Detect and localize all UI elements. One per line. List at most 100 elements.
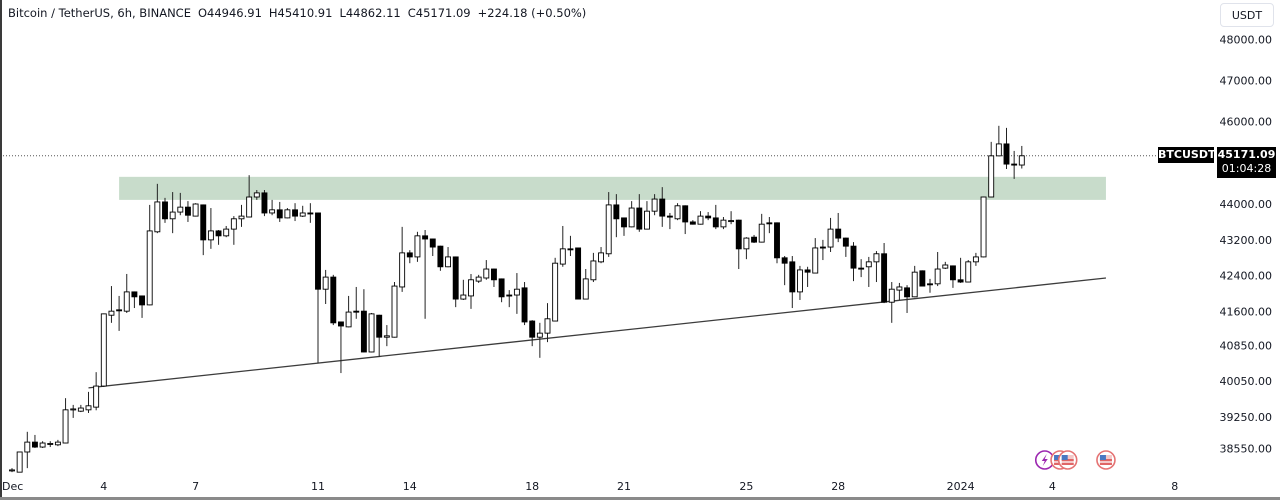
- price-tick-label: 46000.00: [1220, 116, 1273, 129]
- candle-down: [292, 209, 298, 217]
- support-trendline: [88, 277, 1107, 389]
- candle-up: [414, 235, 421, 258]
- candle-up: [230, 218, 237, 230]
- candle-down: [1003, 143, 1010, 165]
- candle-down: [376, 314, 383, 338]
- candle-up: [758, 223, 765, 243]
- candle-down: [491, 268, 497, 281]
- candle-up: [865, 261, 872, 268]
- candle-down: [781, 257, 788, 264]
- candle-down: [162, 201, 168, 220]
- time-tick-label: 21: [617, 480, 631, 493]
- candle-down: [881, 253, 888, 303]
- price-tick-label: 42400.00: [1220, 270, 1273, 283]
- candle-up: [590, 260, 597, 281]
- close-value: C45171.09: [407, 6, 471, 20]
- time-tick-label: 8: [1171, 480, 1178, 493]
- candle-up: [697, 215, 704, 225]
- candle-up: [207, 230, 214, 241]
- candle-down: [338, 321, 344, 327]
- price-tick-label: 43200.00: [1220, 234, 1273, 247]
- last-price-tag: 45171.09 01:04:28: [1217, 147, 1276, 178]
- candle-up: [238, 215, 245, 220]
- candle-up: [1018, 155, 1025, 166]
- candle-up: [322, 276, 329, 290]
- candle-down: [858, 267, 865, 270]
- candle-down: [215, 230, 222, 237]
- candle-up: [269, 209, 276, 214]
- high-value: H45410.91: [268, 6, 333, 20]
- low-value: L44862.11: [339, 6, 401, 20]
- candle-up: [559, 248, 566, 265]
- us-flag-icon[interactable]: [1057, 450, 1078, 470]
- candle-down: [360, 310, 367, 353]
- us-flag-icon-part: [1099, 463, 1112, 465]
- candle-down: [422, 235, 429, 240]
- candle-up: [988, 155, 995, 198]
- candle-up: [47, 443, 54, 445]
- candle-down: [789, 261, 796, 293]
- candle-down: [682, 205, 689, 223]
- candle-up: [368, 313, 375, 353]
- candle-up: [995, 143, 1002, 157]
- candle-down: [927, 283, 933, 286]
- candle-up: [77, 407, 84, 412]
- candle-down: [621, 217, 627, 228]
- candle-down: [666, 215, 673, 218]
- candle-up: [628, 207, 635, 228]
- us-flag-icon-part: [1061, 455, 1068, 460]
- left-border: [0, 0, 2, 500]
- candle-up: [965, 261, 972, 283]
- candle-up: [674, 205, 681, 220]
- candle-down: [705, 215, 712, 219]
- candle-up: [284, 209, 291, 219]
- candle-down: [276, 209, 283, 219]
- symbol-legend: Bitcoin / TetherUS, 6h, BINANCE O44946.91…: [8, 6, 593, 20]
- candle-up: [475, 276, 482, 282]
- candle-down: [575, 247, 582, 300]
- candle-up: [383, 335, 390, 338]
- candle-down: [766, 222, 773, 225]
- price-tick-label: 40850.00: [1220, 339, 1273, 352]
- candle-down: [689, 221, 696, 225]
- us-flag-icon[interactable]: [1096, 450, 1116, 470]
- candle-down: [406, 252, 413, 258]
- candle-up: [85, 405, 92, 411]
- candle-down: [1011, 163, 1018, 166]
- candle-down: [567, 248, 574, 251]
- time-tick-label: 2024: [947, 480, 975, 493]
- price-tick-label: 44000.00: [1220, 198, 1273, 211]
- candle-up: [552, 262, 559, 322]
- currency-unit-button[interactable]: USDT: [1220, 3, 1274, 27]
- candle-up: [743, 237, 750, 250]
- time-tick-label: 7: [192, 480, 199, 493]
- time-tick-label: 4: [100, 480, 107, 493]
- candle-up: [146, 230, 153, 306]
- candle-up: [39, 442, 46, 448]
- candle-down: [774, 222, 780, 259]
- candle-up: [797, 269, 803, 293]
- time-tick-label: 25: [739, 480, 753, 493]
- price-tick-label: 41600.00: [1220, 306, 1273, 319]
- candle-up: [980, 196, 987, 258]
- candle-up: [253, 192, 260, 198]
- candle-up: [246, 196, 253, 218]
- candle-down: [315, 212, 321, 290]
- candle-up: [169, 211, 176, 220]
- us-flag-icon-part: [1054, 455, 1061, 460]
- candle-down: [261, 192, 268, 214]
- candle-up: [192, 203, 199, 217]
- price-tick-label: 48000.00: [1220, 33, 1273, 46]
- candle-up: [9, 469, 15, 472]
- candle-up: [93, 385, 100, 408]
- candle-up: [460, 294, 467, 300]
- candle-up: [445, 256, 451, 268]
- time-tick-label: 28: [831, 480, 845, 493]
- candle-up: [177, 206, 184, 213]
- candle-up: [70, 408, 77, 411]
- candle-up: [399, 252, 406, 288]
- change-value: +224.18 (+0.50%): [477, 6, 587, 20]
- candle-down: [307, 212, 314, 215]
- symbol-title[interactable]: Bitcoin / TetherUS, 6h, BINANCE: [8, 6, 191, 20]
